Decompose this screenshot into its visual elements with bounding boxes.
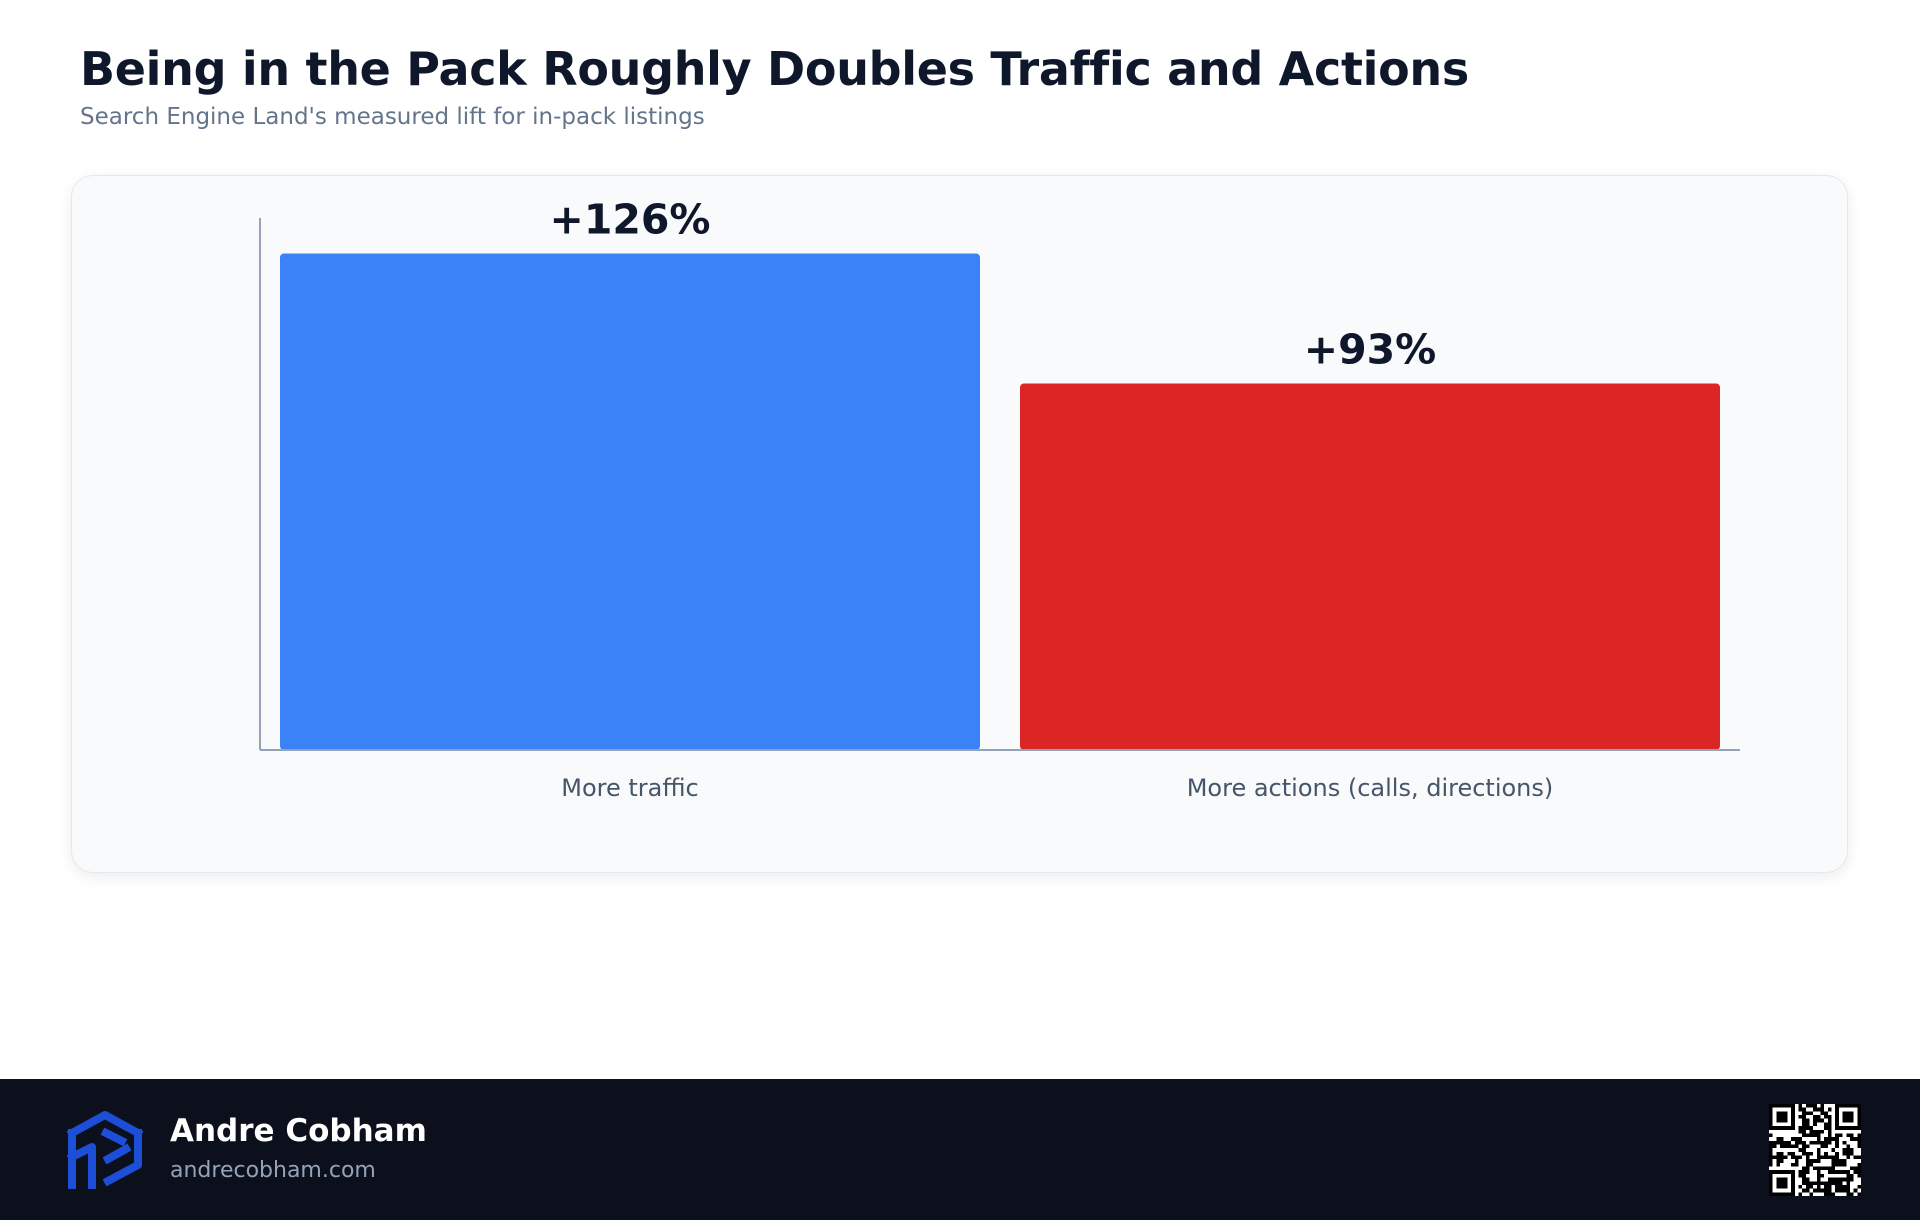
page-title: Being in the Pack Roughly Doubles Traffi… bbox=[80, 42, 1469, 96]
chart-card: +126% More traffic +93% More actions (calls… bbox=[71, 175, 1848, 873]
author-name: Andre Cobham bbox=[170, 1113, 427, 1149]
bar-1 bbox=[280, 253, 980, 750]
page-subtitle: Search Engine Land's measured lift for i… bbox=[80, 104, 705, 130]
bar-value-label: +126% bbox=[549, 195, 710, 243]
bar-chart: +126% More traffic +93% More actions (calls… bbox=[259, 195, 1740, 802]
footer: Andre Cobham andrecobham.com bbox=[0, 1079, 1920, 1220]
qr-code-icon[interactable] bbox=[1769, 1104, 1861, 1196]
category-label: More actions (calls, directions) bbox=[1187, 774, 1554, 802]
bar-value-label: +93% bbox=[1304, 326, 1437, 374]
category-label: More traffic bbox=[561, 774, 699, 802]
bar-2 bbox=[1020, 383, 1720, 750]
author-site[interactable]: andrecobham.com bbox=[170, 1158, 376, 1183]
cube-logo-icon bbox=[66, 1111, 144, 1189]
